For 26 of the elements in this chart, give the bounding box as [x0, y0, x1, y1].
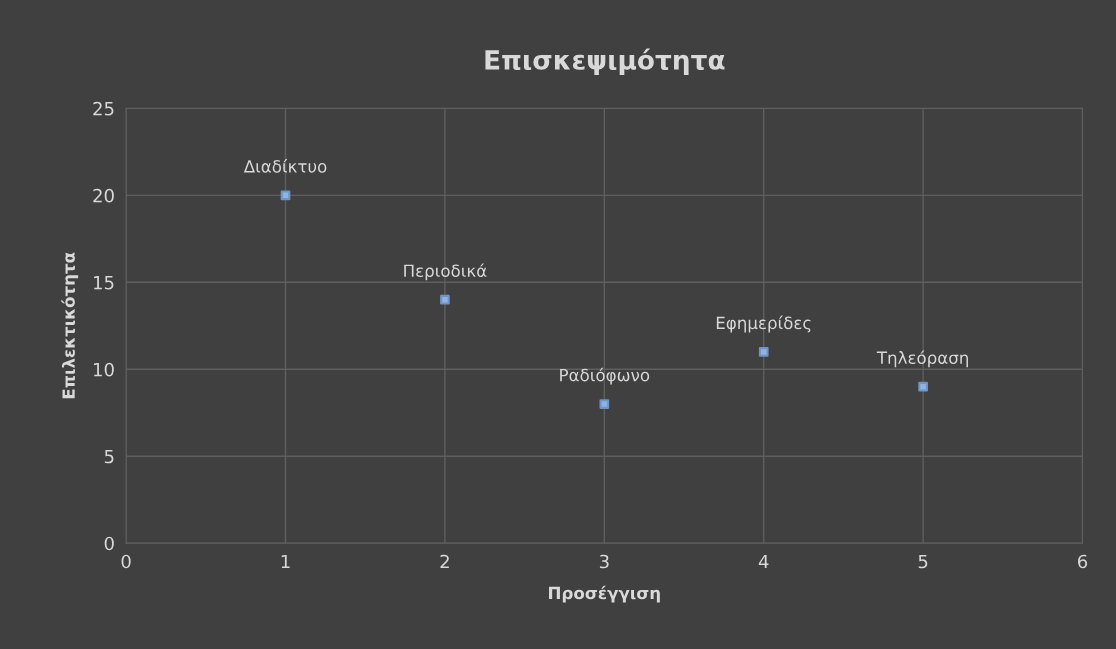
y-tick-label: 5	[104, 449, 114, 464]
x-tick-label: 1	[281, 554, 290, 569]
x-tick-label: 3	[599, 554, 609, 569]
annotation: Περιοδικά	[404, 263, 487, 281]
annotation: Διαδίκτυο	[243, 159, 327, 173]
y-tick-label: 25	[93, 101, 114, 116]
y-tick-label: 15	[94, 276, 114, 290]
x-axis-title: Προσέγγιση	[549, 585, 660, 603]
point	[758, 347, 769, 357]
y-tick-label: 10	[94, 362, 114, 377]
point	[599, 399, 610, 409]
y-tick-label: 20	[93, 188, 114, 203]
x-tick-label: 2	[440, 554, 449, 569]
point	[280, 190, 291, 201]
x-tick-label: 6	[1078, 554, 1088, 569]
chart-title: Επισκεψιμότητα	[485, 48, 725, 76]
annotation: Ραδιόφωνο	[560, 367, 650, 385]
annotation: Τηλεόραση	[876, 350, 968, 368]
y-tick-label: 0	[104, 536, 114, 551]
y-axis-title: Επιλεκτικότητα	[61, 252, 79, 399]
point	[918, 381, 928, 392]
annotation: Εφημερίδες	[716, 315, 811, 333]
x-tick-label: 4	[758, 554, 769, 569]
x-tick-label: 5	[918, 554, 928, 569]
x-tick-label: 0	[121, 554, 131, 569]
point	[440, 294, 450, 305]
